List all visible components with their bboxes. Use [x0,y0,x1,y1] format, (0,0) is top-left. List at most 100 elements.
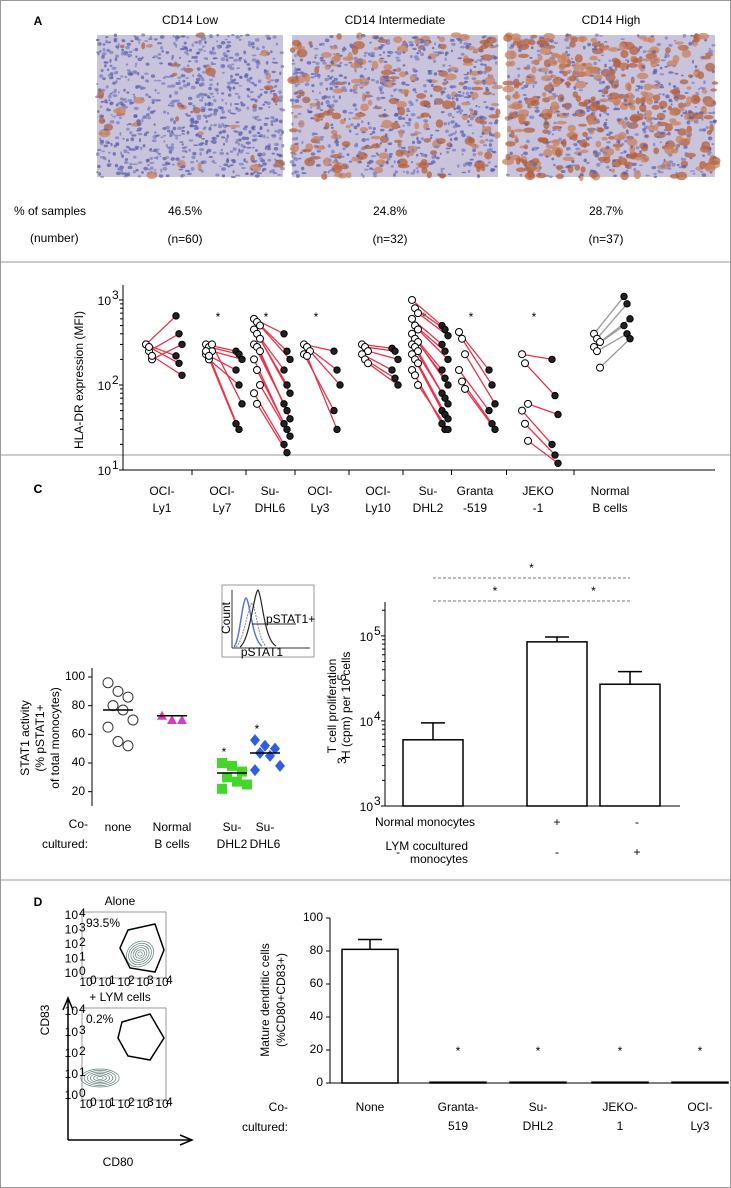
cell [614,84,618,88]
cell [650,35,655,38]
cell [274,78,280,81]
cell [596,71,601,75]
cell [104,64,107,68]
cell [524,164,537,173]
pair-line [599,338,631,369]
cell [469,158,474,161]
cell [620,38,625,40]
cell [256,62,261,65]
cell [125,173,131,177]
y-label: HLA-DR expression (MFI) [72,311,86,449]
cocultured-point [283,425,291,434]
cell [575,80,587,89]
data-point [275,759,285,772]
cell [202,45,205,48]
cell [273,61,279,64]
flow-title: Alone [105,894,136,908]
cell [227,165,231,168]
cell [437,51,443,55]
cell [250,172,254,176]
cell [112,81,117,85]
cell [299,151,303,154]
cell [615,79,619,84]
cell [370,54,375,58]
cell [387,157,391,161]
data-point [227,760,237,771]
cell [380,44,385,47]
cell [651,104,660,110]
cell [108,99,111,101]
cell [165,143,169,148]
cell [625,169,629,172]
cell [342,147,346,151]
cell [562,62,568,66]
cell [270,123,274,126]
cell [109,120,115,124]
cell [536,166,541,173]
cell [112,115,117,118]
cell [586,162,590,164]
cell [216,40,219,43]
y-label: Mature dendritic cells [258,943,272,1056]
cell [230,127,236,130]
cell [342,109,347,114]
cell [553,163,556,167]
cell [391,83,397,85]
cell [133,114,138,118]
cell [376,153,380,156]
cell [183,67,194,73]
panel-letter: C [34,482,43,496]
flow-title: + LYM cells [89,990,150,1004]
cell [608,59,612,62]
cell [530,59,539,65]
cell [396,59,401,62]
cell [331,80,336,84]
cell [235,121,240,124]
cell [505,141,516,147]
cell [243,145,246,149]
cell [562,113,568,116]
x-tick-label: OCI- [307,484,332,498]
cell [97,90,105,99]
cell [261,45,265,49]
cell [323,95,328,99]
cell [457,91,462,93]
cell [209,124,213,127]
y-label: 3 [335,757,349,764]
cell [484,69,490,73]
cell [103,156,107,161]
pair-line [211,344,243,405]
cell [477,151,483,156]
cell [712,111,715,114]
cell [593,61,598,66]
cell [331,112,342,120]
bar [341,948,399,1084]
cell [108,159,111,163]
cell [388,76,400,80]
cocultured-point [175,359,183,367]
cell [392,68,398,72]
cocultured-point [232,420,240,428]
cell [482,91,492,96]
cell [420,44,424,49]
cell [487,126,492,132]
cell [143,132,148,137]
row-label: (number) [30,231,79,245]
cell [178,79,181,82]
cell [380,69,393,75]
cell [367,99,373,106]
significance: * [314,310,319,324]
cell [488,139,494,143]
cell [341,141,351,147]
cell [553,41,559,45]
cell [249,90,254,94]
cell [109,92,113,95]
cell [200,82,205,87]
cell [289,98,295,102]
cell [296,173,300,178]
cell [281,143,285,148]
cell [173,120,176,125]
cell [264,117,270,120]
significance: * [493,584,498,598]
control-point [518,350,526,359]
